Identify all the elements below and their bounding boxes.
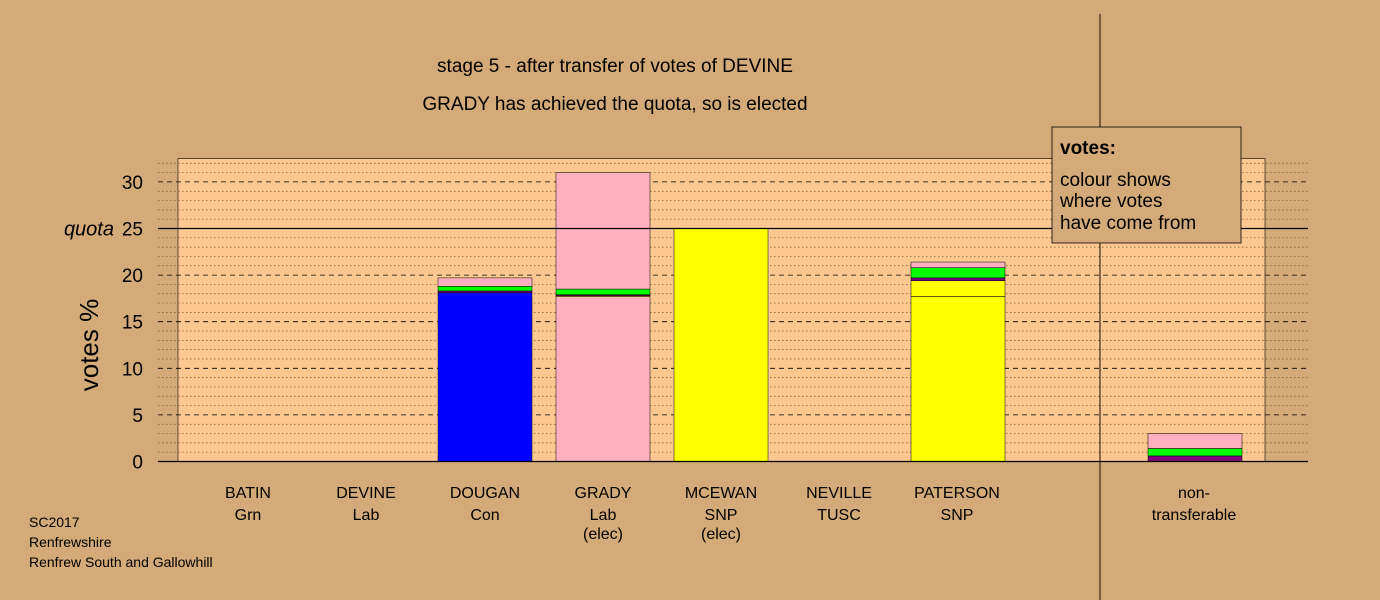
- chart-title: stage 5 - after transfer of votes of DEV…: [437, 56, 793, 77]
- bar-segment-paterson-tusc: [910, 277, 1006, 281]
- legend-text: where votes: [1059, 191, 1162, 212]
- legend-text: colour shows: [1060, 170, 1171, 191]
- category-party-label: Lab: [353, 507, 380, 524]
- y-tick-label: 0: [132, 453, 143, 474]
- y-axis-label: votes %: [74, 299, 104, 392]
- category-party-label: SNP: [705, 507, 738, 524]
- category-party-label: Lab: [590, 507, 617, 524]
- category-name-label: non-: [1178, 485, 1210, 502]
- category-party-label: Grn: [235, 507, 262, 524]
- bar-segment-paterson-snp: [910, 280, 1006, 297]
- bar-segment-paterson-lab: [910, 261, 1006, 268]
- quota-label: quota: [64, 219, 114, 241]
- bar-segment-grady-lab: [555, 172, 651, 290]
- footer: SC2017 Renfrewshire Renfrew South and Ga…: [29, 512, 213, 572]
- bar-segment-paterson-snp: [910, 296, 1006, 462]
- category-status-label: (elec): [583, 526, 623, 543]
- category-name-label: GRADY: [575, 485, 632, 502]
- y-tick-label: 25: [122, 220, 143, 241]
- category-party-label: Con: [470, 507, 499, 524]
- y-tick-label: 15: [122, 313, 143, 334]
- bar-segment-non-grn: [1147, 448, 1243, 457]
- bar-segment-non-tusc: [1147, 455, 1243, 462]
- category-party-label: SNP: [941, 507, 974, 524]
- bar-segment-non-lab: [1147, 433, 1243, 449]
- bar-segment-mcewan-snp: [673, 228, 769, 462]
- chart-subtitle: GRADY has achieved the quota, so is elec…: [422, 94, 808, 115]
- bar-segment-dougan-lab: [437, 277, 533, 287]
- legend-text: have come from: [1060, 213, 1196, 234]
- y-tick-label: 20: [122, 266, 143, 287]
- category-name-label: DEVINE: [336, 485, 396, 502]
- bar-segment-dougan-con: [437, 292, 533, 462]
- category-party-label: transferable: [1152, 507, 1237, 524]
- bar-segment-grady-lab: [555, 296, 651, 462]
- y-tick-label: 5: [132, 406, 143, 427]
- y-tick-label: 30: [122, 173, 143, 194]
- category-party-label: TUSC: [817, 507, 861, 524]
- footer-election: SC2017: [29, 514, 80, 530]
- y-tick-label: 10: [122, 359, 143, 380]
- category-name-label: BATIN: [225, 485, 271, 502]
- bar-segment-grady-grn: [555, 288, 651, 295]
- footer-ward: Renfrew South and Gallowhill: [29, 554, 213, 570]
- category-status-label: (elec): [701, 526, 741, 543]
- legend-title: votes:: [1060, 138, 1116, 159]
- bar-segment-paterson-grn: [910, 267, 1006, 279]
- category-name-label: MCEWAN: [685, 485, 757, 502]
- category-name-label: DOUGAN: [450, 485, 520, 502]
- bar-segment-dougan-tusc: [437, 290, 533, 294]
- legend-box: [1051, 126, 1242, 244]
- bar-segment-dougan-grn: [437, 286, 533, 292]
- category-name-label: PATERSON: [914, 485, 1000, 502]
- category-name-label: NEVILLE: [806, 485, 872, 502]
- footer-council: Renfrewshire: [29, 534, 112, 550]
